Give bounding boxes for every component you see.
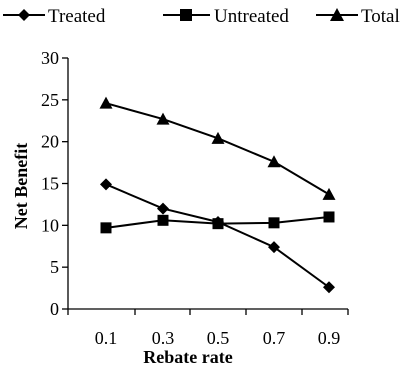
y-tick-label: 5 <box>50 257 59 277</box>
legend-treated-marker <box>18 9 30 21</box>
total-data-point <box>322 187 336 200</box>
y-tick-label: 30 <box>41 48 59 68</box>
total-data-point <box>211 131 225 144</box>
untreated-data-point <box>323 211 335 223</box>
untreated-data-point <box>157 214 169 226</box>
x-tick-label: 0.9 <box>318 328 341 348</box>
untreated-data-point <box>268 217 280 229</box>
y-tick-label: 20 <box>41 132 59 152</box>
y-tick-label: 25 <box>41 90 59 110</box>
y-axis-label: Net Benefit <box>11 143 31 229</box>
total-data-point <box>156 112 170 125</box>
x-tick-label: 0.1 <box>95 328 118 348</box>
y-axis: 0 5 10 15 20 25 30 <box>41 48 69 319</box>
x-tick-label: 0.5 <box>207 328 230 348</box>
y-tick-label: 15 <box>41 174 59 194</box>
untreated-data-point <box>100 222 112 234</box>
legend-untreated-label: Untreated <box>214 6 289 27</box>
total-data-point <box>267 155 281 168</box>
treated-data-point <box>268 241 280 254</box>
legend-total-marker <box>330 8 344 21</box>
legend-treated-label: Treated <box>48 6 106 27</box>
legend-untreated-marker <box>180 9 192 21</box>
x-axis-label: Rebate rate <box>143 347 232 367</box>
legend-total-label: Total <box>361 6 400 27</box>
total-data-point <box>99 96 113 109</box>
treated-data-point <box>323 281 335 294</box>
y-tick-label: 0 <box>50 299 59 319</box>
treated-data-point <box>157 202 169 215</box>
untreated-data-point <box>212 218 224 230</box>
legend: Treated Untreated Total <box>3 6 400 27</box>
treated-data-point <box>100 178 112 191</box>
x-axis: 0.1 0.3 0.5 0.7 0.9 <box>67 308 349 348</box>
series-layer <box>99 96 336 294</box>
total-series-line <box>105 102 330 196</box>
x-tick-label: 0.7 <box>263 328 286 348</box>
x-tick-label: 0.3 <box>152 328 175 348</box>
y-tick-label: 10 <box>41 215 59 235</box>
treated-series-line <box>105 183 330 289</box>
